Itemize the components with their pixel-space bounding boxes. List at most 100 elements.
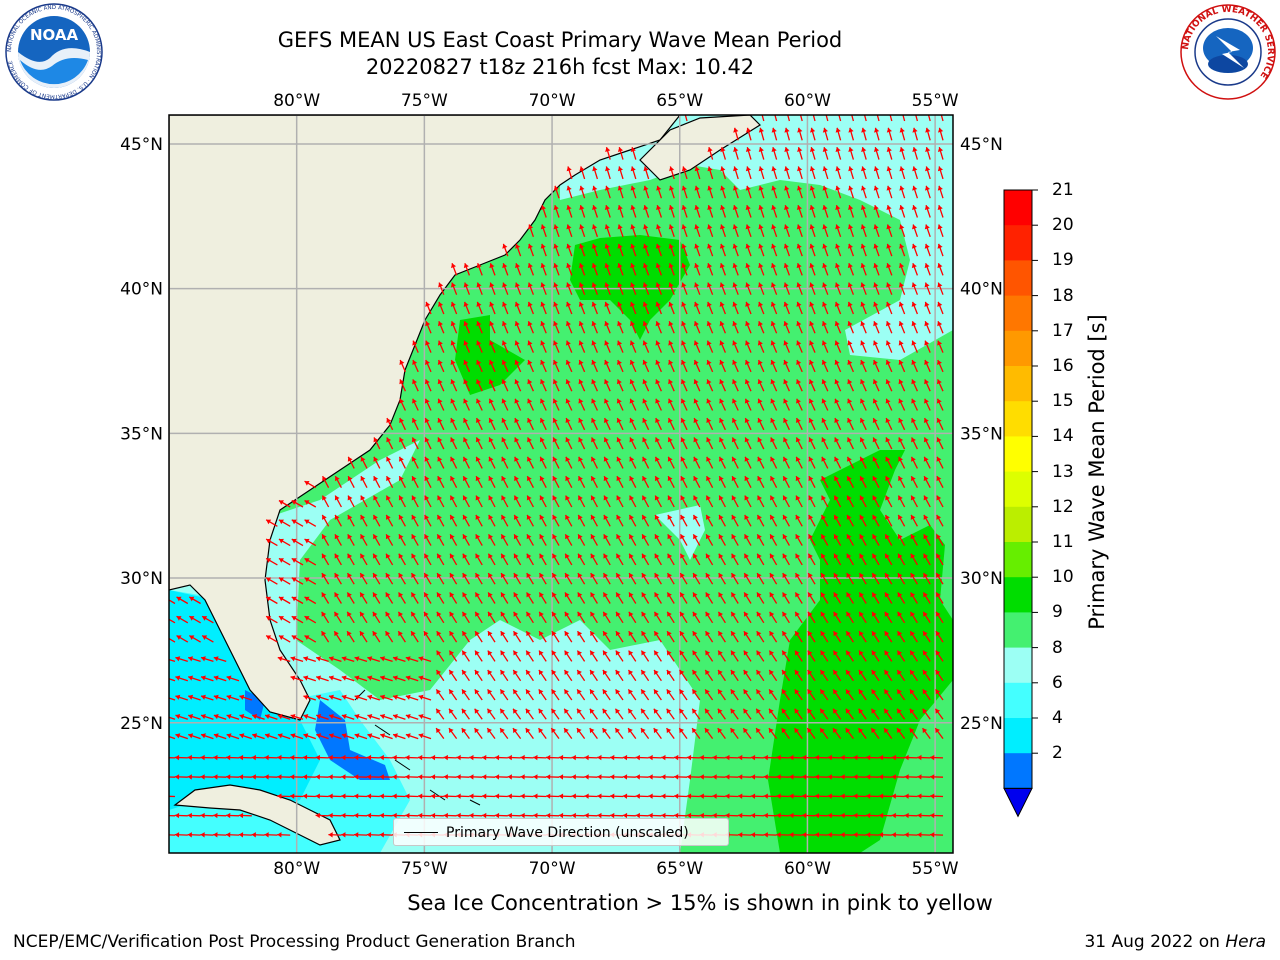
wave-arrow	[609, 774, 624, 780]
wave-arrow	[469, 774, 483, 780]
wave-arrow	[315, 812, 329, 819]
wave-arrow	[884, 611, 893, 624]
wave-arrow	[481, 774, 496, 780]
wave-arrow	[732, 359, 739, 373]
wave-arrow	[347, 495, 355, 508]
wave-arrow	[392, 675, 406, 682]
wave-arrow	[909, 630, 918, 643]
wave-arrow	[807, 553, 816, 566]
wave-arrow	[448, 669, 458, 682]
wave-arrow	[405, 793, 419, 799]
wave-arrow	[821, 379, 829, 392]
wave-arrow	[450, 398, 458, 411]
wave-arrow	[213, 675, 227, 682]
wave-arrow	[699, 812, 713, 819]
wave-arrow	[718, 592, 726, 604]
wave-arrow	[861, 127, 867, 141]
wave-arrow	[316, 714, 329, 720]
wave-arrow	[756, 611, 765, 624]
wave-arrow	[604, 398, 611, 411]
wave-arrow	[910, 456, 918, 469]
wave-arrow	[501, 340, 509, 353]
wave-arrow	[666, 611, 675, 624]
wave-arrow	[316, 694, 329, 701]
wave-arrow	[341, 714, 355, 720]
wave-arrow	[397, 630, 406, 643]
wave-arrow	[239, 694, 253, 701]
wave-arrow	[443, 793, 457, 799]
wave-arrow	[513, 572, 522, 585]
wave-arrow	[661, 774, 675, 780]
wave-arrow	[372, 611, 381, 624]
wave-arrow	[809, 321, 816, 334]
colorbar	[1003, 189, 1038, 818]
wave-arrow	[398, 495, 406, 508]
wave-arrow	[302, 793, 316, 799]
wave-arrow	[679, 669, 688, 682]
wave-arrow	[861, 166, 867, 180]
wave-arrow	[502, 262, 509, 276]
wave-arrow	[584, 754, 598, 761]
wave-arrow	[796, 321, 803, 334]
wave-arrow	[513, 553, 522, 566]
footer-machine: Hera	[1225, 932, 1266, 952]
wave-arrow	[512, 669, 522, 682]
wave-arrow	[936, 437, 944, 450]
wave-arrow	[643, 262, 650, 276]
wave-arrow	[462, 475, 470, 489]
wave-arrow	[717, 611, 726, 624]
wave-arrow	[770, 301, 778, 315]
wave-arrow	[825, 115, 829, 122]
wave-arrow	[784, 204, 791, 218]
wave-arrow	[379, 774, 393, 780]
wave-arrow	[808, 514, 816, 527]
wave-arrow	[602, 592, 611, 604]
wave-arrow	[615, 688, 624, 701]
wave-arrow	[653, 611, 662, 624]
wave-arrow	[436, 650, 445, 662]
wave-arrow	[436, 514, 445, 527]
colorbar-segment	[1004, 401, 1032, 437]
wave-arrow	[783, 282, 791, 295]
wave-arrow	[423, 553, 432, 566]
wave-arrow	[911, 301, 919, 315]
wave-arrow	[679, 572, 688, 585]
wave-arrow	[591, 243, 599, 257]
wave-arrow	[502, 282, 509, 295]
wave-arrow	[252, 733, 265, 740]
wave-arrow	[847, 359, 854, 373]
wave-arrow	[694, 243, 701, 257]
wave-arrow	[771, 166, 778, 180]
wave-arrow	[712, 774, 726, 780]
wave-arrow	[200, 754, 214, 761]
wave-arrow	[731, 533, 739, 546]
wave-arrow	[367, 694, 381, 701]
wave-arrow	[910, 533, 918, 546]
wave-arrow	[935, 650, 944, 662]
wave-arrow	[622, 812, 636, 819]
wave-arrow	[807, 650, 816, 662]
wave-arrow	[513, 533, 522, 546]
wave-arrow	[379, 832, 393, 838]
wave-arrow	[553, 243, 560, 257]
wave-arrow	[367, 733, 381, 740]
wave-arrow	[265, 519, 278, 527]
wave-arrow	[768, 650, 778, 662]
wave-arrow	[643, 185, 650, 199]
wave-arrow	[527, 243, 535, 257]
wave-arrow	[476, 398, 483, 411]
wave-arrow	[615, 592, 624, 604]
wave-arrow	[515, 243, 522, 257]
wave-arrow	[450, 321, 458, 334]
wave-arrow	[936, 514, 944, 527]
wave-arrow	[821, 398, 829, 411]
wave-arrow	[321, 592, 330, 604]
wave-arrow	[630, 185, 637, 199]
wave-arrow	[889, 115, 893, 122]
wave-arrow	[604, 379, 611, 392]
wave-arrow	[719, 398, 726, 411]
wave-arrow	[463, 321, 471, 334]
wave-arrow	[372, 572, 381, 585]
wave-arrow	[909, 708, 918, 720]
